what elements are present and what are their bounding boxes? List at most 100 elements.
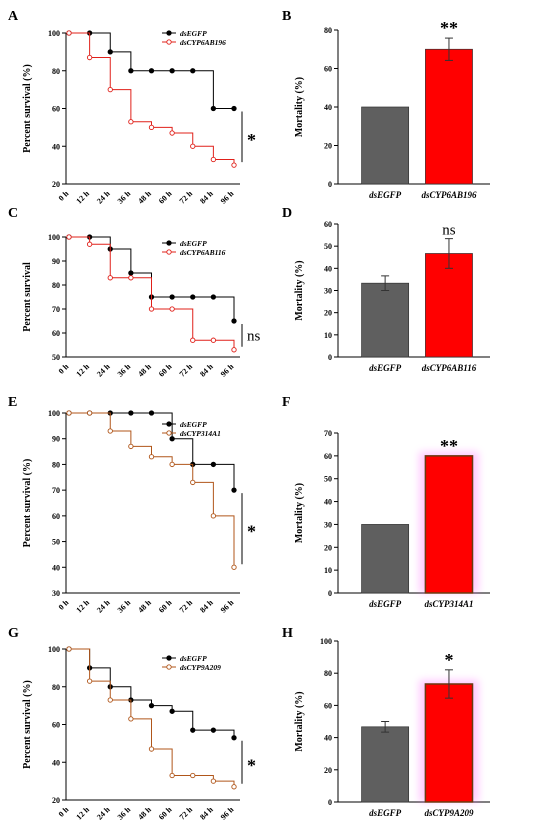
x-tick-label: 36 h <box>116 598 133 615</box>
data-point <box>66 30 72 36</box>
x-tick-label: 60 h <box>157 805 174 822</box>
data-point <box>210 513 217 519</box>
significance-label: * <box>247 755 256 775</box>
data-point <box>190 294 196 300</box>
x-tick-label: 48 h <box>136 189 153 206</box>
data-point <box>169 772 175 779</box>
data-point <box>169 130 175 136</box>
data-point <box>66 234 72 240</box>
x-tick-label: 12 h <box>74 189 91 206</box>
data-point <box>231 105 237 112</box>
x-tick-label: 96 h <box>219 189 236 206</box>
data-point <box>231 347 237 353</box>
legend-marker <box>166 240 172 246</box>
data-point <box>107 697 113 703</box>
y-tick-label: 80 <box>52 460 60 469</box>
panel-label: B <box>282 9 291 24</box>
panel-label: A <box>8 9 19 24</box>
y-tick-label: 50 <box>52 538 60 547</box>
y-tick-label: 30 <box>324 520 332 529</box>
x-tick-label: 84 h <box>198 598 215 615</box>
data-point <box>210 105 217 112</box>
bar-dsegfp <box>361 524 410 594</box>
x-tick-label: 60 h <box>157 189 174 206</box>
y-tick-label: 40 <box>324 498 332 507</box>
panel-label: F <box>282 395 291 410</box>
category-label: dsEGFP <box>369 599 402 609</box>
x-tick-label: 36 h <box>116 189 133 206</box>
x-tick-label: 24 h <box>95 189 112 206</box>
data-point <box>86 410 93 416</box>
y-tick-label: 50 <box>324 475 332 484</box>
y-tick-label: 60 <box>324 220 332 229</box>
legend-entry: dsEGFP <box>180 239 207 248</box>
y-tick-label: 70 <box>52 305 60 314</box>
data-point <box>169 306 175 312</box>
x-tick-label: 36 h <box>116 805 133 822</box>
panel-label: E <box>8 395 17 410</box>
x-tick-label: 12 h <box>74 598 91 615</box>
y-tick-label: 50 <box>52 353 60 362</box>
x-tick-label: 0 h <box>57 598 71 612</box>
bar-dscyp6ab196 <box>425 48 473 185</box>
data-point <box>190 68 196 74</box>
data-point <box>231 487 237 493</box>
significance-label: ** <box>440 18 458 38</box>
y-tick-label: 70 <box>324 429 332 438</box>
data-point <box>210 156 217 163</box>
data-point <box>169 294 175 300</box>
bar-dsegfp <box>361 106 410 185</box>
significance-label: ns <box>442 223 456 239</box>
x-tick-label: 24 h <box>95 362 112 379</box>
y-axis-label: Percent survival (%) <box>22 64 33 153</box>
data-point <box>148 746 155 752</box>
y-tick-label: 80 <box>52 67 60 76</box>
legend-marker <box>166 30 172 36</box>
x-tick-label: 60 h <box>157 598 174 615</box>
legend-entry: dsCYP6AB196 <box>180 38 226 47</box>
data-point <box>66 646 72 652</box>
y-tick-label: 20 <box>324 543 332 552</box>
category-label: dsCYP6AB196 <box>421 190 477 200</box>
x-tick-label: 36 h <box>116 362 133 379</box>
data-point <box>86 678 93 684</box>
significance-label: ** <box>440 436 458 456</box>
legend-marker <box>166 39 172 45</box>
legend-marker <box>166 430 172 436</box>
legend-entry: dsEGFP <box>180 29 207 38</box>
data-point <box>128 410 134 416</box>
panel-h: H 0 20 40 60 80 100 Mortality (%) dsEGFP dsCYP9A2… <box>282 626 490 818</box>
bar-dscyp314a1 <box>424 455 474 594</box>
survival-line <box>69 648 235 787</box>
y-tick-label: 80 <box>324 26 332 35</box>
category-label: dsCYP6AB116 <box>422 363 477 373</box>
y-tick-label: 70 <box>52 486 60 495</box>
data-point <box>169 461 175 468</box>
data-point <box>231 784 237 790</box>
panel-d: D 0 10 20 30 40 50 60 Mortality (%) dsEGFP dsCYP6A… <box>282 206 490 373</box>
panel-label: H <box>282 626 293 641</box>
significance-label: * <box>247 130 256 150</box>
significance-label: * <box>247 522 256 542</box>
data-point <box>128 119 134 125</box>
bar-dsegfp <box>361 726 410 803</box>
series-dscyp9a209 <box>66 646 237 790</box>
y-tick-label: 50 <box>324 242 332 251</box>
data-point <box>86 54 93 61</box>
significance-label: ns <box>247 328 261 344</box>
y-tick-label: 80 <box>52 683 60 692</box>
bar-dscyp6ab116 <box>425 253 473 358</box>
data-point <box>210 778 217 784</box>
y-tick-label: 0 <box>328 180 332 189</box>
x-tick-label: 72 h <box>178 805 195 822</box>
data-point <box>148 454 155 460</box>
y-tick-label: 40 <box>52 563 60 572</box>
x-tick-label: 96 h <box>219 362 236 379</box>
y-tick-label: 40 <box>324 734 332 743</box>
y-tick-label: 60 <box>324 452 332 461</box>
x-tick-label: 0 h <box>57 189 71 203</box>
legend-entry: dsCYP314A1 <box>180 429 221 438</box>
